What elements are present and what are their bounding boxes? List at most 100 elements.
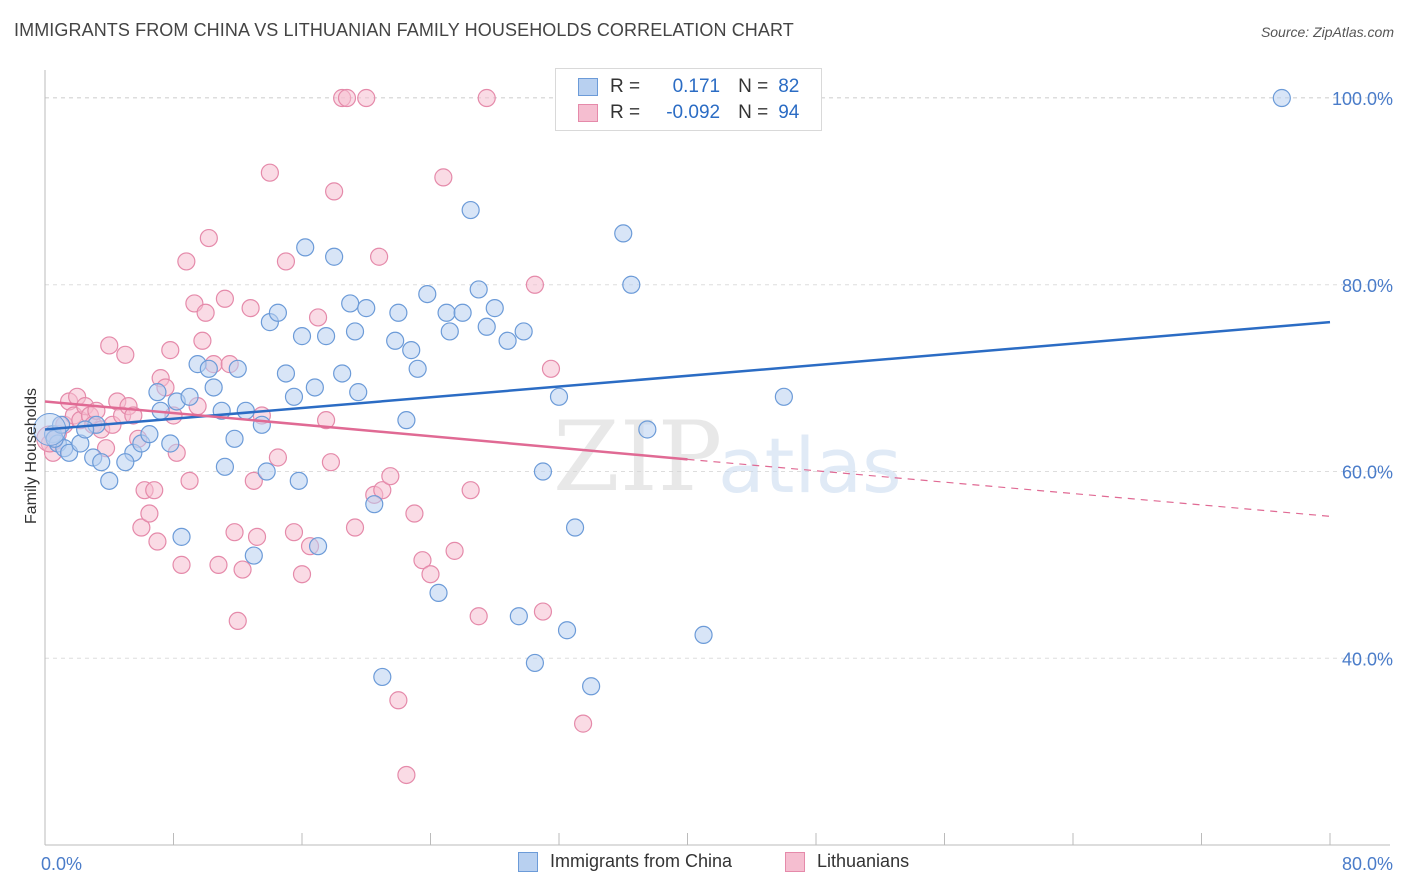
data-point bbox=[461, 200, 480, 220]
data-point bbox=[236, 401, 255, 420]
legend-swatch-blue bbox=[518, 851, 538, 872]
data-point bbox=[252, 415, 271, 434]
data-point bbox=[161, 434, 180, 453]
data-point bbox=[276, 364, 296, 383]
data-point bbox=[268, 448, 288, 467]
data-point bbox=[215, 289, 234, 308]
legend-label-china: Immigrants from China bbox=[550, 851, 733, 871]
data-point bbox=[397, 411, 416, 430]
data-point bbox=[196, 303, 215, 322]
series-legend: Immigrants from China Lithuanians bbox=[0, 851, 1406, 877]
data-point bbox=[233, 560, 252, 579]
data-point bbox=[370, 247, 389, 266]
legend-item-china[interactable]: Immigrants from China bbox=[518, 851, 732, 872]
data-point bbox=[241, 299, 260, 318]
trend-line-china bbox=[44, 320, 1331, 431]
data-point bbox=[145, 481, 164, 500]
data-point bbox=[469, 607, 488, 626]
data-point bbox=[345, 322, 365, 341]
legend-r-value: 0.171 bbox=[672, 76, 721, 97]
data-point bbox=[525, 653, 545, 673]
data-point bbox=[469, 280, 488, 299]
legend-n-value: 82 bbox=[778, 76, 800, 97]
data-point bbox=[386, 331, 405, 350]
data-point bbox=[100, 336, 119, 355]
data-point bbox=[321, 453, 341, 472]
data-point bbox=[215, 457, 234, 476]
legend-item-lithuanians[interactable]: Lithuanians bbox=[785, 851, 909, 872]
data-point bbox=[357, 88, 376, 108]
y-axis-label: Family Households bbox=[23, 388, 40, 524]
data-point bbox=[514, 322, 533, 341]
data-point bbox=[193, 331, 212, 350]
data-point bbox=[434, 168, 453, 187]
data-point bbox=[292, 565, 312, 584]
data-point bbox=[100, 471, 119, 490]
legend-n-label: N = bbox=[738, 102, 769, 123]
data-point bbox=[228, 359, 247, 378]
data-point bbox=[437, 303, 456, 322]
data-point bbox=[177, 252, 196, 271]
data-point bbox=[140, 425, 159, 444]
data-point bbox=[509, 607, 528, 626]
data-point bbox=[172, 527, 191, 546]
data-point bbox=[199, 359, 218, 378]
data-point bbox=[305, 378, 324, 397]
data-point bbox=[421, 565, 440, 584]
data-point bbox=[247, 527, 267, 546]
data-point bbox=[116, 345, 135, 364]
data-point bbox=[296, 238, 315, 257]
correlation-legend: R = 0.171 N = 82 R = -0.092 N = 94 bbox=[555, 68, 822, 131]
trend-line-lithuanians bbox=[44, 400, 688, 461]
data-point bbox=[148, 532, 167, 551]
data-point bbox=[148, 383, 167, 402]
data-point bbox=[244, 471, 263, 490]
data-point bbox=[485, 299, 504, 318]
data-point bbox=[557, 621, 577, 640]
data-point bbox=[337, 88, 357, 108]
data-point bbox=[408, 359, 427, 378]
data-point bbox=[614, 224, 633, 243]
data-point bbox=[365, 495, 384, 514]
data-point bbox=[453, 303, 472, 322]
data-point bbox=[573, 714, 593, 733]
legend-n-value: 94 bbox=[778, 102, 800, 123]
series-lithuanians bbox=[36, 88, 593, 785]
data-point bbox=[461, 481, 480, 500]
data-point bbox=[373, 667, 392, 687]
data-point bbox=[276, 252, 296, 271]
data-point bbox=[774, 387, 793, 406]
data-point bbox=[345, 518, 365, 537]
data-point bbox=[132, 518, 151, 537]
data-point bbox=[204, 378, 223, 397]
legend-swatch-pink bbox=[785, 851, 805, 872]
source-label: Source: ZipAtlas.com bbox=[1260, 24, 1394, 40]
data-point bbox=[228, 611, 247, 631]
y-tick-label: 40.0% bbox=[1342, 649, 1393, 669]
data-point bbox=[533, 462, 553, 481]
data-point bbox=[349, 383, 368, 402]
chart-title: IMMIGRANTS FROM CHINA VS LITHUANIAN FAMI… bbox=[14, 20, 794, 40]
data-point bbox=[549, 387, 569, 406]
legend-swatch-pink bbox=[578, 104, 598, 122]
trend-line-lithuanians-extrapolated bbox=[687, 458, 1331, 517]
data-point bbox=[76, 420, 95, 439]
data-point bbox=[172, 555, 191, 574]
legend-r-label: R = bbox=[610, 76, 641, 97]
legend-r-value: -0.092 bbox=[666, 102, 721, 123]
legend-r-label: R = bbox=[610, 102, 641, 123]
data-point bbox=[357, 299, 376, 318]
data-point bbox=[268, 303, 288, 322]
legend-n-label: N = bbox=[738, 76, 769, 97]
data-point bbox=[389, 691, 408, 710]
data-point bbox=[161, 341, 180, 360]
data-point bbox=[225, 429, 244, 448]
data-point bbox=[694, 625, 713, 645]
legend-label-lithuanians: Lithuanians bbox=[817, 851, 910, 871]
data-point bbox=[413, 551, 432, 570]
data-point bbox=[180, 471, 199, 490]
data-point bbox=[445, 541, 464, 560]
data-point bbox=[284, 523, 304, 542]
data-point bbox=[397, 765, 416, 785]
